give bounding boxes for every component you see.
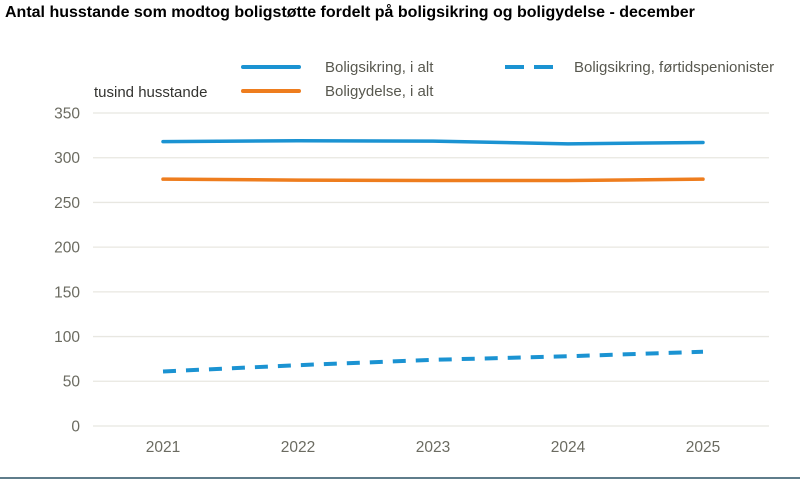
legend-item-boligsikring-ialt: Boligsikring, i alt bbox=[241, 58, 434, 76]
series-line bbox=[161, 138, 705, 146]
legend-item-boligsikring-fortidspensionister: Boligsikring, førtidspenionister bbox=[505, 58, 775, 76]
x-tick-label: 2022 bbox=[281, 439, 315, 456]
x-tick-label: 2023 bbox=[416, 439, 450, 456]
legend-solid-blue-line-icon bbox=[241, 65, 301, 69]
y-tick-label: 50 bbox=[63, 374, 81, 391]
y-tick-label: 150 bbox=[54, 284, 80, 301]
chart-title: Antal husstande som modtog boligstøtte f… bbox=[5, 4, 695, 21]
bottom-divider bbox=[0, 477, 800, 479]
legend-item-boligydelse-ialt: Boligydelse, i alt bbox=[241, 82, 434, 100]
legend-label: Boligsikring, førtidspenionister bbox=[574, 58, 775, 76]
x-tick-label: 2021 bbox=[146, 439, 180, 456]
y-axis-unit-label: tusind husstande bbox=[94, 84, 208, 101]
series-line bbox=[161, 177, 705, 183]
y-tick-label: 250 bbox=[54, 195, 80, 212]
y-tick-label: 350 bbox=[54, 105, 80, 122]
legend-label: Boligsikring, i alt bbox=[325, 58, 434, 76]
y-tick-label: 100 bbox=[54, 329, 80, 346]
y-tick-label: 300 bbox=[54, 150, 80, 167]
x-tick-label: 2024 bbox=[551, 439, 586, 456]
x-tick-label: 2025 bbox=[686, 439, 720, 456]
legend-dashed-blue-line-icon bbox=[505, 65, 553, 69]
legend-label: Boligydelse, i alt bbox=[325, 82, 434, 100]
legend-solid-orange-line-icon bbox=[241, 89, 301, 93]
y-tick-label: 200 bbox=[54, 240, 80, 257]
y-tick-label: 0 bbox=[71, 418, 80, 435]
series-line bbox=[162, 349, 704, 374]
